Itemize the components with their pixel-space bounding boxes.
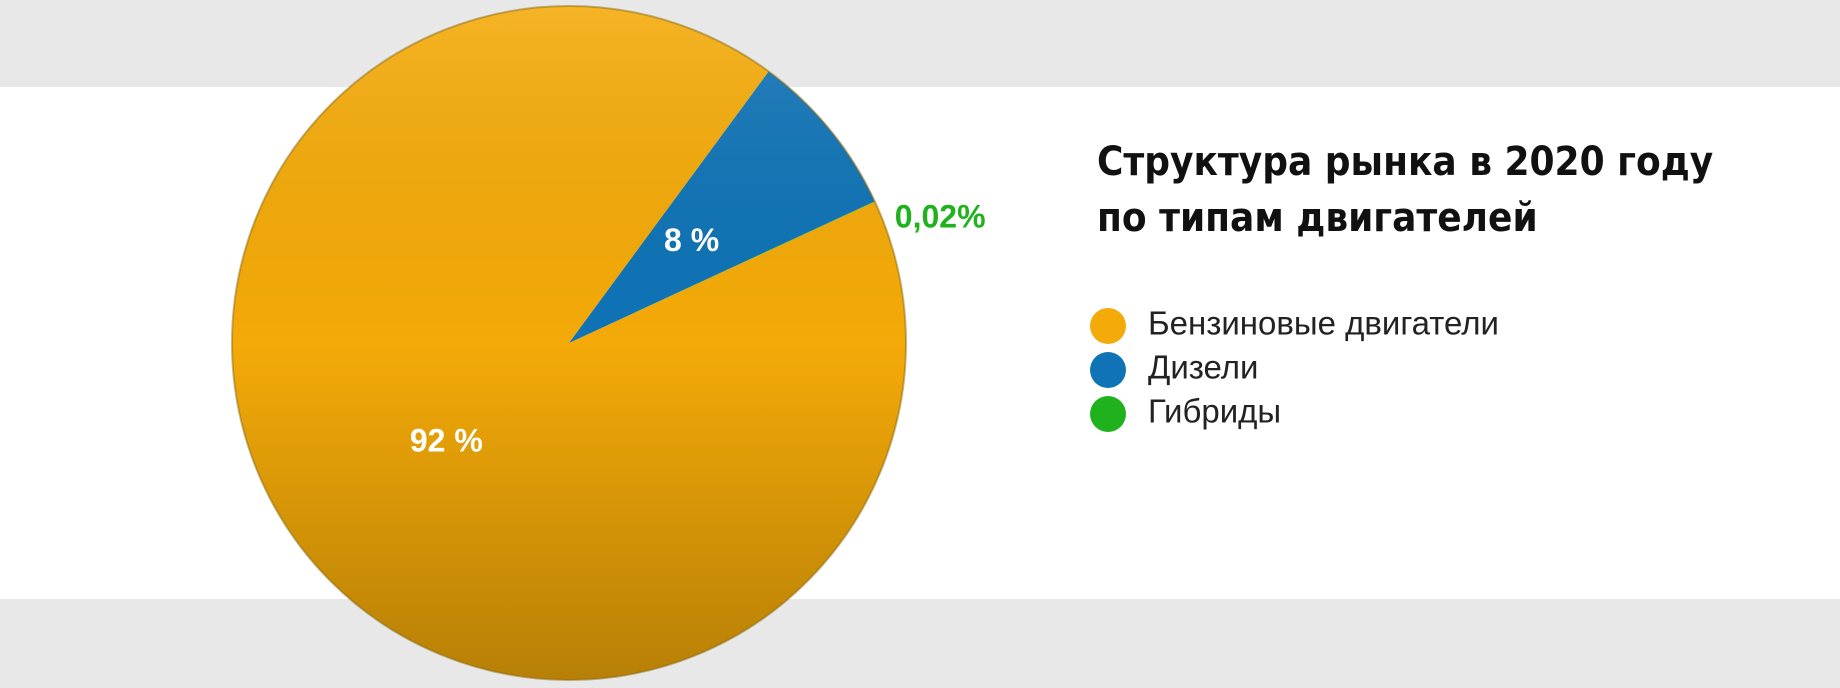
legend-label: Бензиновые двигатели	[1148, 305, 1499, 342]
legend-label: Дизели	[1148, 349, 1259, 386]
chart-title: по типам двигателей	[1097, 195, 1538, 241]
data-label: 92 %	[410, 423, 483, 459]
legend-swatch	[1090, 308, 1126, 344]
legend-swatch	[1090, 352, 1126, 388]
pie	[231, 5, 907, 681]
data-label: 0,02%	[895, 199, 986, 235]
chart-title: Структура рынка в 2020 году	[1097, 139, 1713, 185]
pie-shade	[231, 5, 907, 681]
data-label: 8 %	[664, 222, 719, 258]
legend-swatch	[1090, 396, 1126, 432]
legend-label: Гибриды	[1148, 393, 1281, 430]
